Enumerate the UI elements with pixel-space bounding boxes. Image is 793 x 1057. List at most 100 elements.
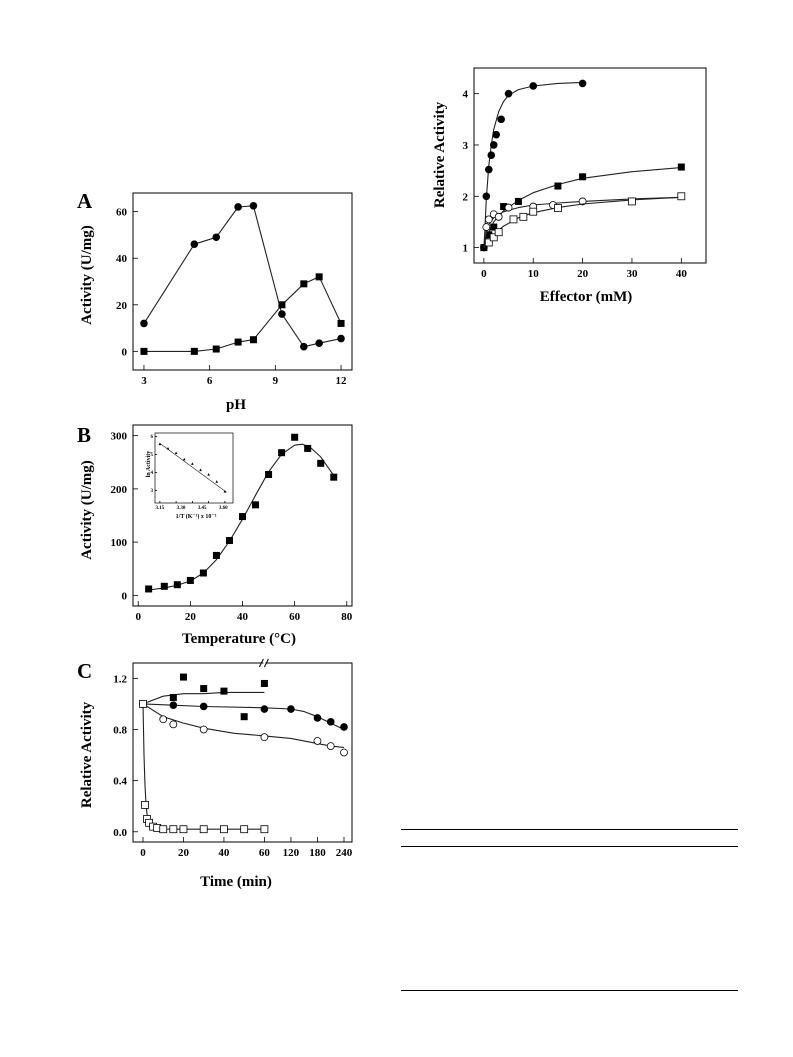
time-series-4-point xyxy=(260,825,269,834)
time-chart-panel-label: C xyxy=(77,659,92,683)
effector-series-2-point xyxy=(500,203,508,211)
effector-x-tick-label: 0 xyxy=(481,268,487,280)
temp-series-1-point xyxy=(145,585,153,593)
temp-y-tick-label: 300 xyxy=(111,431,128,443)
ph-y-tick-label: 20 xyxy=(116,300,128,312)
effector-series-2-point xyxy=(554,182,562,190)
time-series-2-point xyxy=(326,718,335,726)
time-series-3-point xyxy=(169,720,178,729)
time-y-tick-label: 1.2 xyxy=(113,673,127,685)
inset-series-1-line xyxy=(159,443,227,493)
time-series-1-point xyxy=(169,694,177,702)
time-chart: C Relative Activity Time (min) 0 20 40 60 12… xyxy=(77,658,353,890)
time-series-1-point xyxy=(179,673,187,681)
temp-series-1-point xyxy=(239,513,246,521)
time-axis-break-top-0 xyxy=(258,658,264,668)
temp-series-1-point xyxy=(173,581,181,589)
effector-series-2-point xyxy=(677,163,685,171)
time-chart-ylabel: Relative Activity xyxy=(79,701,95,808)
effector-series-2-point xyxy=(579,173,587,181)
ph-chart-panel-label: A xyxy=(77,189,93,213)
time-series-4-point xyxy=(159,825,168,834)
effector-series-1-point xyxy=(578,79,587,88)
temperature-chart-ylabel: Activity (U/mg) xyxy=(79,460,95,560)
time-y-tick-label: 0.4 xyxy=(113,776,127,788)
time-x-tick-label: 180 xyxy=(309,847,326,859)
time-axis-break-top-1 xyxy=(263,658,269,668)
time-series-1-point xyxy=(260,679,268,687)
inset-y-tick-label: 3 xyxy=(151,489,154,494)
temp-x-tick-label: 40 xyxy=(237,611,249,623)
time-y-tick-label: 0.0 xyxy=(113,827,127,839)
effector-x-tick-label: 20 xyxy=(577,268,589,280)
time-x-tick-label: 60 xyxy=(259,847,271,859)
time-series-4-point xyxy=(141,801,149,809)
ph-y-tick-label: 60 xyxy=(116,207,128,219)
ph-series-1-point xyxy=(300,342,308,351)
time-series-4-point xyxy=(179,825,188,834)
inset-series-1-point xyxy=(166,446,170,450)
time-x-tick-label: 120 xyxy=(283,847,300,859)
time-x-tick-label: 40 xyxy=(218,847,230,859)
effector-series-1-point xyxy=(529,82,538,90)
effector-series-3-point xyxy=(484,215,493,224)
ph-chart-ylabel: Activity (U/mg) xyxy=(79,225,95,325)
temp-series-1-point xyxy=(160,582,168,590)
inset-x-tick-label: 3.15 xyxy=(156,506,165,511)
temp-series-1-point xyxy=(291,433,299,441)
effector-series-1-point xyxy=(482,192,491,201)
temp-series-1-point xyxy=(317,459,325,467)
ph-series-2-point xyxy=(249,336,257,344)
ph-x-tick-label: 3 xyxy=(141,375,147,387)
inset-series-1-point xyxy=(199,468,202,472)
effector-plot-frame xyxy=(473,67,707,264)
ph-x-tick-label: 12 xyxy=(336,375,348,387)
time-series-4-line xyxy=(142,703,265,830)
effector-series-1-point xyxy=(487,151,496,160)
effector-series-2-point xyxy=(485,231,493,239)
temp-series-1-point xyxy=(225,537,233,545)
time-series-3-point xyxy=(326,742,335,751)
inset-x-tick-label: 3.45 xyxy=(198,506,207,511)
ph-series-2-point xyxy=(234,338,242,346)
temp-x-tick-label: 20 xyxy=(185,611,197,623)
arrhenius-inset-xlabel: 1/T (K⁻¹) x 10⁻³ xyxy=(176,513,217,520)
ph-series-2-point xyxy=(212,345,220,353)
ph-series-2-point xyxy=(278,301,286,309)
ph-series-2-point xyxy=(140,347,148,355)
temperature-chart-panel-label: B xyxy=(77,423,91,447)
arrhenius-inset-chart: ln Activity 1/T (K⁻¹) x 10⁻³ 3.15 3.30 3.4… xyxy=(146,432,234,520)
effector-series-2-point xyxy=(514,197,522,205)
effector-series-3-point xyxy=(504,203,513,212)
ph-series-1-point xyxy=(278,310,286,318)
temperature-chart-xlabel: Temperature (°C) xyxy=(182,631,296,647)
effector-chart-ylabel: Relative Activity xyxy=(432,101,448,208)
ph-y-tick-label: 40 xyxy=(116,253,128,265)
time-series-4-point xyxy=(220,825,228,834)
temp-series-1-point xyxy=(265,471,273,479)
temp-series-1-point xyxy=(212,551,220,559)
effector-series-4-point xyxy=(677,192,686,201)
effector-series-4-point xyxy=(628,197,636,206)
time-series-4-point xyxy=(169,825,178,834)
effector-y-tick-label: 4 xyxy=(463,89,469,101)
temp-y-tick-label: 100 xyxy=(111,537,128,549)
temp-series-1-point xyxy=(278,449,286,457)
effector-x-tick-label: 30 xyxy=(626,268,638,280)
effector-x-tick-label: 40 xyxy=(676,268,688,280)
temp-series-1-point xyxy=(252,501,260,509)
effector-series-1-point xyxy=(504,89,513,98)
effector-series-3-point xyxy=(482,223,491,231)
inset-series-1-point xyxy=(182,457,186,461)
inset-y-tick-label: 4 xyxy=(151,471,154,476)
effector-y-tick-label: 2 xyxy=(463,191,469,203)
temperature-chart: B Activity (U/mg) Temperature (°C) 0 20 40… xyxy=(77,423,353,647)
inset-series-1-point xyxy=(223,490,227,493)
temp-x-tick-label: 80 xyxy=(341,611,353,623)
ph-series-2-point xyxy=(190,347,198,355)
temp-y-tick-label: 0 xyxy=(122,590,128,602)
time-plot-frame xyxy=(132,662,353,843)
time-series-4-point xyxy=(240,825,249,834)
table-header-rule xyxy=(401,846,738,847)
inset-series-1-point xyxy=(191,462,194,465)
